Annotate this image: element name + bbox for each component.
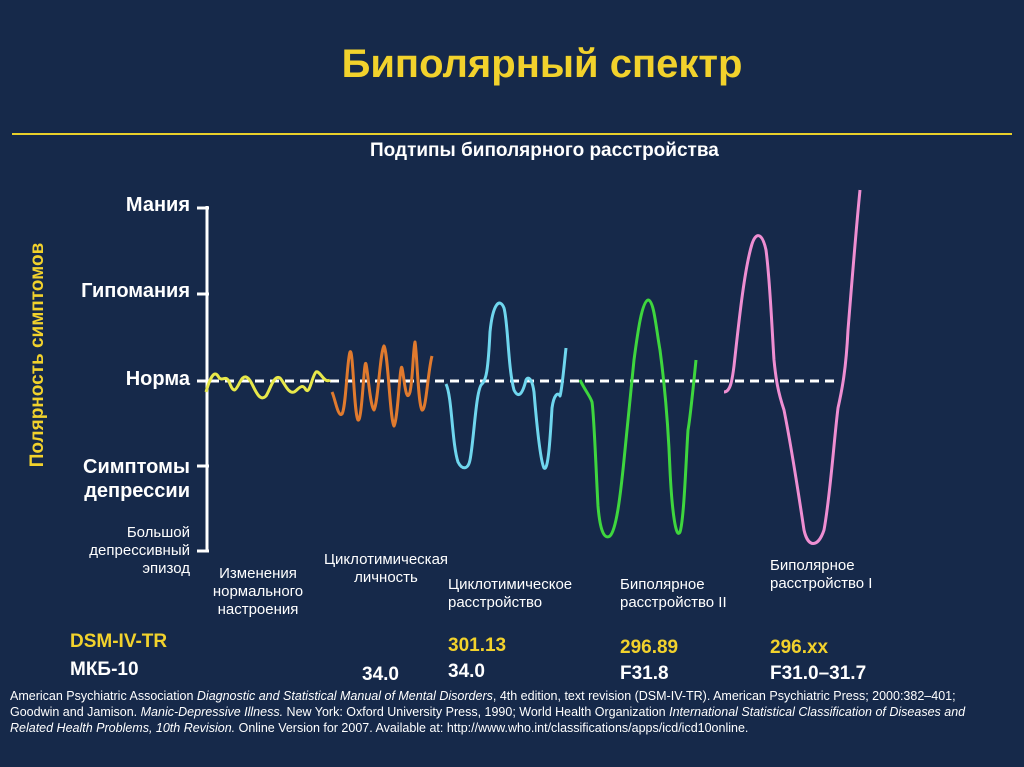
code-cyclothymic-disorder-icd: 34.0 [448, 661, 485, 682]
reference-title-goodwin: Manic-Depressive Illness. [140, 705, 284, 719]
y-label-norm: Норма [125, 368, 190, 390]
y-label-mania: Мания [125, 194, 190, 216]
chart-subtitle: Подтипы биполярного расстройства [370, 140, 719, 161]
reference-part-1: American Psychiatric Association [10, 689, 197, 703]
page-title: Биполярный спектр [341, 42, 743, 86]
category-bipolar1-text: Биполярное расстройство I [770, 557, 873, 592]
cyclothymic-personality-wave [330, 340, 434, 428]
reference-part-4: Online Version for 2007. Available at: h… [235, 721, 749, 735]
category-normal-mood: Изменения нормального настроения [210, 565, 306, 619]
code-cyclothymic-personality-icd: 34.0 [362, 664, 399, 685]
y-label-depression-text: Симптомы депрессии [83, 456, 190, 502]
reference-part-2: , 4th edition, text revision (DSM-IV-TR)… [10, 689, 956, 719]
icd-label: МКБ-10 [70, 659, 139, 680]
code-bipolar1-dsm: 296.xx [770, 637, 829, 658]
category-bipolar1: Биполярное расстройство I [770, 557, 872, 593]
dsm-label: DSM-IV-TR [70, 631, 168, 652]
normal-mood-wave [204, 370, 331, 400]
bipolar1-wave [723, 189, 862, 545]
y-axis-title: Полярность симптомов [27, 242, 48, 468]
y-label-depression: Симптомы депрессии [83, 455, 190, 503]
cyclothymic-disorder-wave [444, 301, 568, 470]
code-bipolar2-dsm: 296.89 [620, 637, 679, 658]
y-label-major-depression: Большой депрессивный эпизод [89, 524, 190, 578]
category-cyclothymic-personality-text: Циклотимическая личность [323, 551, 449, 586]
category-cyclothymic-personality: Циклотимическая личность [310, 551, 462, 587]
category-cyclothymic-disorder-text: Циклотимическое расстройство [448, 576, 573, 611]
code-bipolar2-icd: F31.8 [620, 663, 669, 684]
reference-citation: American Psychiatric Association Diagnos… [10, 688, 1000, 736]
bipolar2-wave [578, 298, 698, 539]
category-bipolar2: Биполярное расстройство II [620, 576, 727, 612]
title-divider [12, 133, 1012, 135]
category-cyclothymic-disorder: Циклотимическое расстройство [448, 576, 572, 612]
y-label-hypomania: Гипомания [81, 280, 190, 302]
reference-title-icd: International Statistical Classification… [10, 705, 966, 735]
code-cyclothymic-disorder-dsm: 301.13 [448, 635, 507, 656]
reference-title-dsm: Diagnostic and Statistical Manual of Men… [196, 689, 493, 703]
category-bipolar2-text: Биполярное расстройство II [620, 576, 727, 611]
category-normal-mood-text: Изменения нормального настроения [212, 565, 304, 618]
code-bipolar1-icd: F31.0–31.7 [770, 663, 867, 684]
reference-part-3: New York: Oxford University Press, 1990;… [283, 705, 670, 719]
y-label-major-depression-text: Большой депрессивный эпизод [89, 524, 190, 577]
